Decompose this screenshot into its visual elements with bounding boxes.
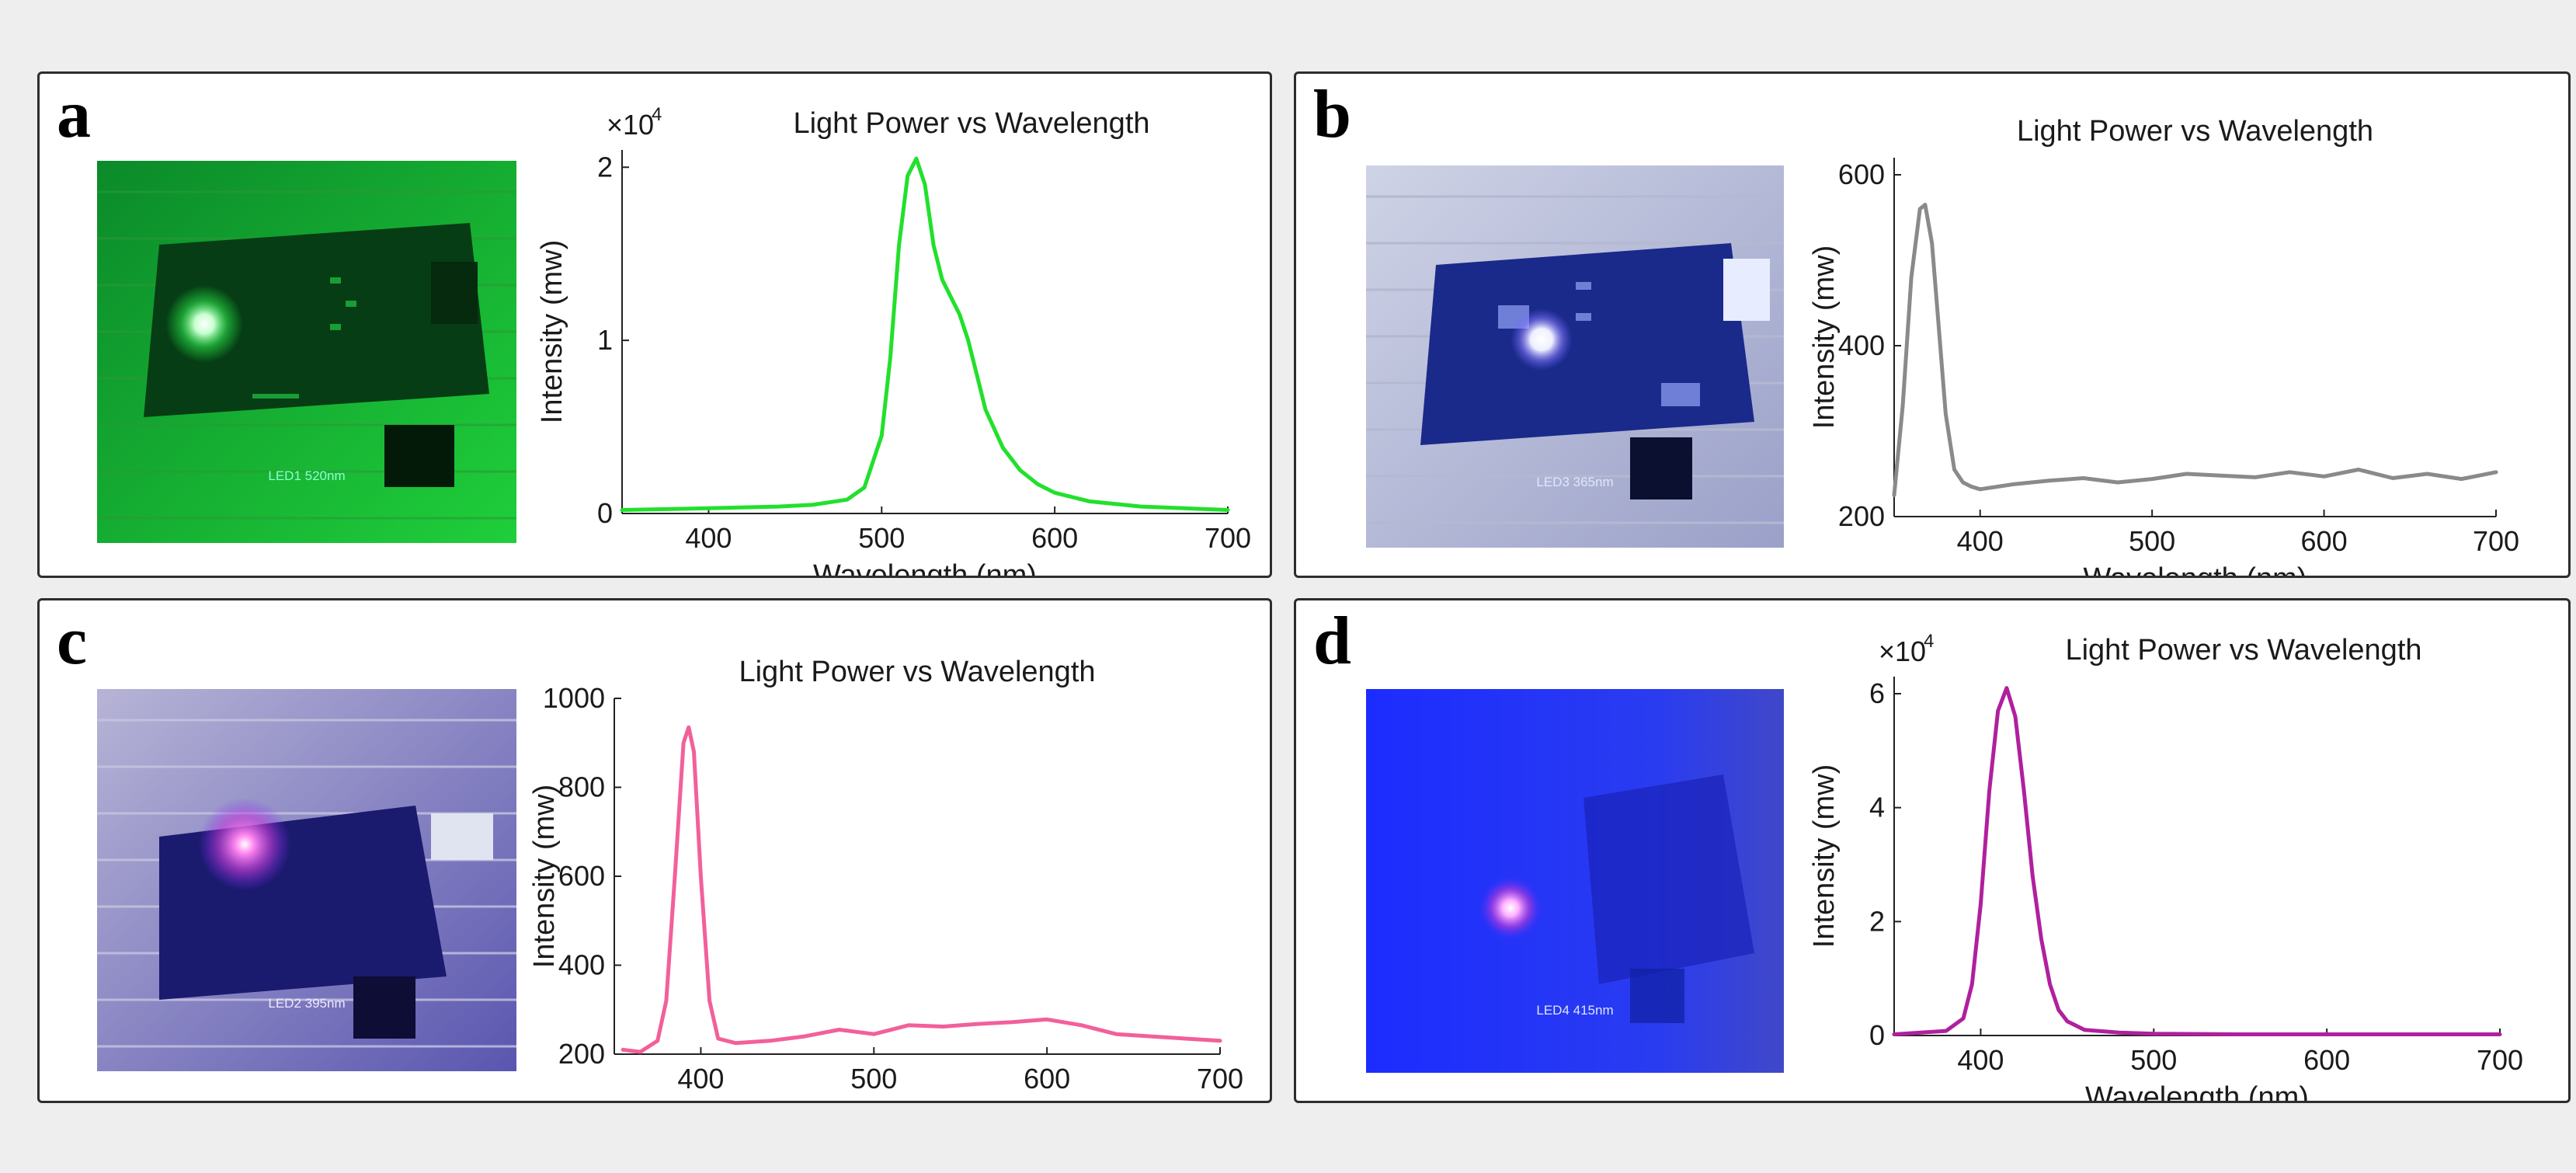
chart-a: 400 500 600 700 0 1 2 Light Power vs Wavelength…	[537, 104, 1251, 578]
x-tick-label: 500	[850, 1063, 897, 1095]
panel-c: c	[37, 598, 1272, 1103]
x-axis-label: Wavelength (nm)	[813, 559, 1037, 578]
x-tick-label: 600	[1031, 522, 1078, 554]
y-exponent-label: ×10	[1879, 635, 1926, 667]
y-exponent-power: 4	[652, 104, 662, 125]
x-tick-label: 400	[677, 1063, 724, 1095]
y-axis-label: Intensity (mw)	[528, 785, 561, 968]
led-board-image	[1366, 165, 1784, 548]
y-tick-label: 600	[1838, 158, 1885, 190]
panel-a: a	[37, 71, 1272, 578]
series-line	[620, 156, 1230, 512]
x-tick-label: 400	[685, 522, 732, 554]
led-photo: LED3 365nm	[1366, 165, 1784, 548]
x-tick-label: 600	[2303, 1044, 2350, 1076]
y-tick-label: 200	[1838, 500, 1885, 532]
x-tick-label: 700	[1205, 522, 1251, 554]
led-board-image	[97, 689, 516, 1071]
y-tick-label: 4	[1869, 792, 1885, 823]
panel-b: b	[1294, 71, 2571, 578]
y-tick-label: 600	[558, 860, 605, 892]
x-axis-label: Wavelength (nm)	[2085, 1081, 2309, 1103]
series-line	[621, 725, 1222, 1054]
led-glow	[1478, 875, 1543, 941]
panel-letter: c	[57, 604, 88, 679]
y-axis-label: Intensity (mw)	[1808, 764, 1841, 948]
chart-b: 400 500 600 700 200 400 600 Light Power vs Wave…	[1808, 115, 2519, 578]
chart-title: Light Power vs Wavelength	[2017, 115, 2373, 148]
chart-d: 400 500 600 700 0 2 4 6 Light Power vs Wavelengt…	[1808, 631, 2523, 1103]
y-tick-label: 6	[1869, 677, 1885, 709]
led-glow	[165, 285, 243, 363]
panel-letter: b	[1313, 77, 1351, 152]
y-axis-label: Intensity (mw)	[1808, 245, 1841, 429]
led-glow	[1510, 308, 1573, 371]
y-exponent-label: ×10	[607, 109, 654, 141]
x-tick-label: 700	[2473, 525, 2519, 557]
y-tick-label: 400	[558, 949, 605, 981]
y-axis-label: Intensity (mw)	[537, 240, 568, 423]
led-board-image	[97, 161, 516, 543]
y-tick-label: 800	[558, 771, 605, 803]
x-tick-label: 400	[1957, 525, 2004, 557]
led-photo: LED1 520nm	[97, 161, 516, 543]
y-tick-label: 200	[558, 1038, 605, 1070]
x-tick-label: 500	[2130, 1044, 2177, 1076]
chart-c: 400 500 600 700 200 400 600 800 1000 Light Power …	[528, 656, 1243, 1103]
x-axis-label: Wavelength (nm)	[805, 1100, 1029, 1103]
chart-title: Light Power vs Wavelength	[739, 656, 1095, 688]
x-tick-label: 500	[2129, 525, 2175, 557]
y-exponent-power: 4	[1924, 631, 1934, 652]
y-tick-label: 1	[597, 324, 613, 356]
y-tick-label: 2	[597, 151, 613, 183]
chart-title: Light Power vs Wavelength	[793, 107, 1149, 140]
chart-title: Light Power vs Wavelength	[2065, 634, 2421, 667]
x-tick-label: 600	[1024, 1063, 1070, 1095]
x-tick-label: 400	[1957, 1044, 2004, 1076]
x-tick-label: 700	[1197, 1063, 1243, 1095]
photo-caption: LED4 415nm	[1536, 1003, 1614, 1018]
y-tick-label: 0	[1869, 1019, 1885, 1051]
x-tick-label: 600	[2301, 525, 2348, 557]
y-tick-label: 1000	[543, 682, 605, 714]
photo-caption: LED2 395nm	[268, 996, 346, 1011]
photo-caption: LED3 365nm	[1536, 475, 1614, 489]
panel-letter: a	[57, 77, 91, 152]
y-tick-label: 400	[1838, 329, 1885, 361]
panel-letter: d	[1313, 604, 1351, 679]
panel-d: d LED4 415nm 400 500 600 7	[1294, 598, 2571, 1103]
x-tick-label: 500	[858, 522, 905, 554]
led-photo: LED4 415nm	[1366, 689, 1784, 1073]
x-axis-label: Wavelength (nm)	[2084, 562, 2307, 578]
y-tick-label: 2	[1869, 905, 1885, 937]
y-tick-label: 0	[597, 497, 613, 529]
led-glow	[198, 798, 291, 891]
series-line	[1892, 686, 2502, 1036]
led-board-image	[1366, 689, 1784, 1073]
series-line	[1892, 203, 2498, 497]
led-photo: LED2 395nm	[97, 689, 516, 1071]
x-tick-label: 700	[2477, 1044, 2523, 1076]
photo-caption: LED1 520nm	[268, 468, 346, 483]
